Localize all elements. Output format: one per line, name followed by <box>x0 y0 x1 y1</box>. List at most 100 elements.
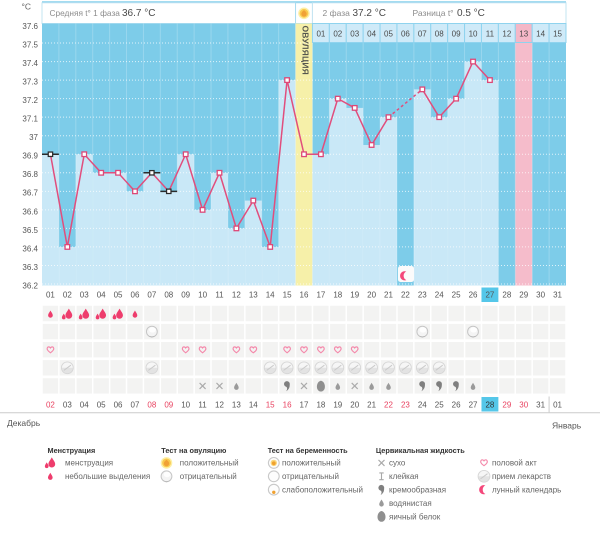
svg-text:09: 09 <box>452 29 461 38</box>
svg-text:31: 31 <box>553 291 562 300</box>
svg-text:30: 30 <box>519 400 528 409</box>
svg-text:06: 06 <box>401 29 410 38</box>
svg-text:Разница t°: Разница t° <box>413 8 454 18</box>
svg-text:20: 20 <box>350 400 359 409</box>
svg-text:12: 12 <box>502 29 511 38</box>
svg-text:08: 08 <box>147 400 156 409</box>
svg-text:15: 15 <box>553 29 562 38</box>
svg-text:30: 30 <box>536 291 545 300</box>
svg-text:16: 16 <box>283 400 292 409</box>
svg-text:12: 12 <box>232 291 241 300</box>
svg-text:половой акт: половой акт <box>492 459 537 468</box>
svg-text:11: 11 <box>215 291 224 300</box>
svg-text:20: 20 <box>367 291 376 300</box>
svg-text:яичный белок: яичный белок <box>389 512 441 521</box>
svg-text:16: 16 <box>300 291 309 300</box>
svg-text:37.1: 37.1 <box>22 115 38 124</box>
svg-text:°C: °C <box>21 2 31 12</box>
svg-text:14: 14 <box>536 29 545 38</box>
svg-text:36.6: 36.6 <box>22 207 38 216</box>
svg-text:кремообразная: кремообразная <box>389 486 446 495</box>
svg-text:отрицательный: отрицательный <box>180 472 237 481</box>
svg-text:23: 23 <box>418 291 427 300</box>
svg-text:14: 14 <box>249 400 258 409</box>
svg-text:36.5: 36.5 <box>22 226 38 235</box>
svg-text:01: 01 <box>46 291 55 300</box>
svg-text:06: 06 <box>131 291 140 300</box>
svg-text:13: 13 <box>519 29 528 38</box>
svg-text:04: 04 <box>367 29 376 38</box>
svg-text:07: 07 <box>418 29 427 38</box>
svg-text:09: 09 <box>164 400 173 409</box>
svg-text:25: 25 <box>435 400 444 409</box>
svg-text:36.8: 36.8 <box>22 170 38 179</box>
svg-text:Менструация: Менструация <box>48 446 96 455</box>
svg-text:слабоположительный: слабоположительный <box>282 486 363 495</box>
svg-text:отрицательный: отрицательный <box>282 472 339 481</box>
svg-text:37.3: 37.3 <box>22 78 38 87</box>
svg-text:24: 24 <box>435 291 444 300</box>
svg-text:Средняя t° 1 фаза: Средняя t° 1 фаза <box>50 8 121 18</box>
svg-text:01: 01 <box>553 400 562 409</box>
svg-text:11: 11 <box>198 400 207 409</box>
svg-text:23: 23 <box>401 400 410 409</box>
svg-text:Цервикальная жидкость: Цервикальная жидкость <box>376 446 465 455</box>
svg-text:22: 22 <box>384 400 393 409</box>
svg-text:28: 28 <box>502 291 511 300</box>
svg-text:26: 26 <box>452 400 461 409</box>
svg-text:18: 18 <box>316 400 325 409</box>
svg-text:02: 02 <box>63 291 72 300</box>
svg-text:37.6: 37.6 <box>22 22 38 31</box>
svg-text:18: 18 <box>333 291 342 300</box>
svg-text:37: 37 <box>29 133 38 142</box>
svg-text:04: 04 <box>97 291 106 300</box>
svg-text:12: 12 <box>215 400 224 409</box>
svg-text:06: 06 <box>114 400 123 409</box>
svg-text:36.7 °C: 36.7 °C <box>122 8 155 19</box>
svg-text:36.4: 36.4 <box>22 244 38 253</box>
svg-text:26: 26 <box>469 291 478 300</box>
svg-text:10: 10 <box>469 29 478 38</box>
svg-text:сухо: сухо <box>389 459 406 468</box>
svg-text:10: 10 <box>181 400 190 409</box>
svg-text:36.7: 36.7 <box>22 189 38 198</box>
svg-text:08: 08 <box>164 291 173 300</box>
svg-text:лунный календарь: лунный календарь <box>492 486 561 495</box>
svg-text:положительный: положительный <box>282 459 341 468</box>
svg-text:13: 13 <box>232 400 241 409</box>
svg-text:36.3: 36.3 <box>22 263 38 272</box>
svg-text:02: 02 <box>333 29 342 38</box>
svg-text:25: 25 <box>452 291 461 300</box>
svg-text:05: 05 <box>97 400 106 409</box>
svg-text:прием лекарств: прием лекарств <box>492 472 551 481</box>
svg-text:07: 07 <box>147 291 156 300</box>
svg-text:08: 08 <box>435 29 444 38</box>
svg-text:37.2 °C: 37.2 °C <box>353 8 386 19</box>
svg-text:29: 29 <box>502 400 511 409</box>
svg-text:10: 10 <box>198 291 207 300</box>
svg-text:31: 31 <box>536 400 545 409</box>
svg-text:15: 15 <box>283 291 292 300</box>
svg-text:02: 02 <box>46 400 55 409</box>
svg-text:Декабрь: Декабрь <box>7 418 41 428</box>
svg-text:24: 24 <box>418 400 427 409</box>
svg-text:05: 05 <box>114 291 123 300</box>
svg-text:водянистая: водянистая <box>389 499 432 508</box>
svg-text:клейкая: клейкая <box>389 472 419 481</box>
svg-text:ОВУЛЯЦИЯ: ОВУЛЯЦИЯ <box>301 26 311 76</box>
svg-text:положительный: положительный <box>180 459 239 468</box>
svg-text:27: 27 <box>469 400 478 409</box>
svg-text:22: 22 <box>401 291 410 300</box>
svg-text:19: 19 <box>333 400 342 409</box>
svg-text:36.9: 36.9 <box>22 152 38 161</box>
svg-text:03: 03 <box>63 400 72 409</box>
svg-text:2 фаза: 2 фаза <box>323 8 351 18</box>
svg-text:19: 19 <box>350 291 359 300</box>
svg-text:14: 14 <box>266 291 275 300</box>
svg-text:04: 04 <box>80 400 89 409</box>
svg-text:03: 03 <box>350 29 359 38</box>
svg-text:28: 28 <box>485 400 494 409</box>
svg-text:03: 03 <box>80 291 89 300</box>
svg-text:05: 05 <box>384 29 393 38</box>
svg-text:29: 29 <box>519 291 528 300</box>
